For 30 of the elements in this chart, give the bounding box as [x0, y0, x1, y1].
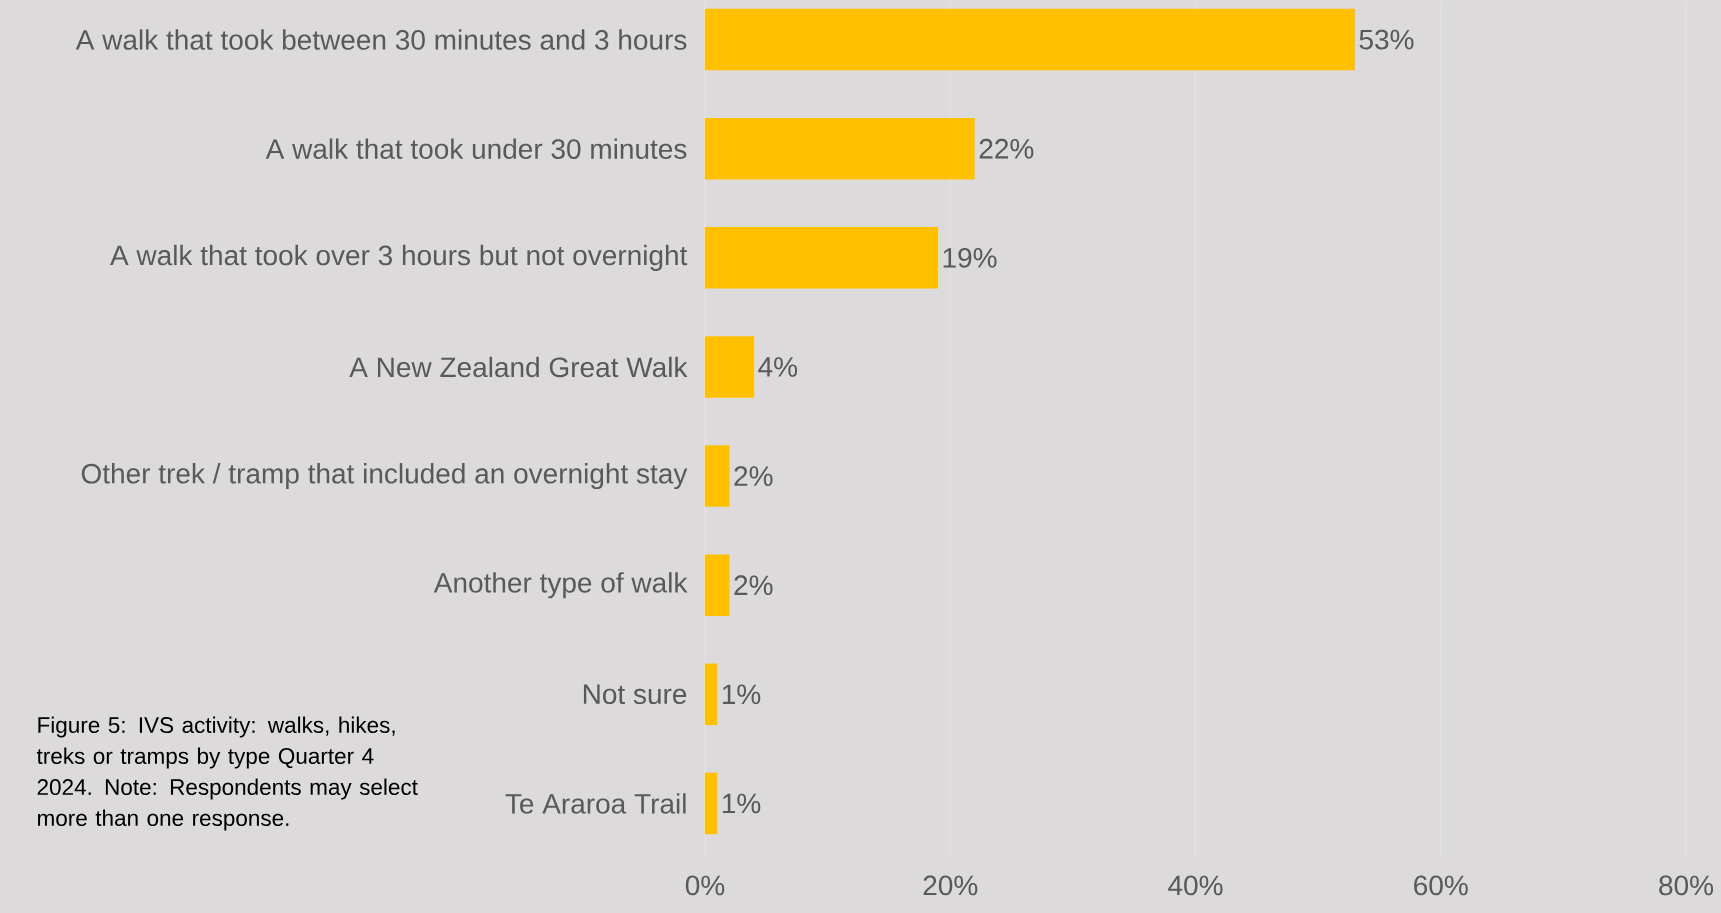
bar: [705, 8, 1355, 71]
y-tick-label: A New Zealand Great Walk: [349, 356, 688, 378]
bar: [705, 445, 730, 507]
caption: Figure 5: IVS activity: walks, hikes, treks or tramps by type Quarter 4 2024. Note: Respondents may select more than one response.: [36, 716, 418, 831]
x-tick-label: 20%: [923, 875, 978, 896]
x-tick-label: 0%: [685, 875, 725, 896]
x-tick-label: 40%: [1168, 875, 1223, 896]
x-tick-label: 80%: [1659, 875, 1714, 896]
bar: [705, 772, 718, 835]
data-label: 4%: [758, 357, 798, 377]
y-tick-label: Not sure: [583, 684, 687, 705]
y-tick-label: A walk that took between 30 minutes and 3 hours: [75, 29, 687, 50]
bar: [705, 227, 938, 289]
y-tick-label: Other trek / tramp that included an overnight stay: [81, 463, 688, 490]
x-tick-label: 60%: [1414, 875, 1468, 896]
y-tick-label: Te Araroa Trail: [505, 793, 686, 814]
data-label: 2%: [734, 575, 773, 596]
bar: [705, 554, 730, 616]
data-label: 1%: [722, 684, 761, 705]
y-tick-label: A walk that took over 3 hours but not overnight: [110, 244, 688, 271]
data-label: 22%: [979, 138, 1034, 159]
data-label: 1%: [722, 793, 761, 814]
y-tick-label: Another type of walk: [433, 572, 688, 599]
data-label: 19%: [943, 247, 997, 268]
y-tick-label: A walk that took under 30 minutes: [265, 138, 687, 159]
bar: [705, 336, 755, 398]
data-label: 2%: [734, 466, 773, 486]
bar: [705, 663, 718, 726]
data-label: 53%: [1359, 29, 1414, 50]
bar: [705, 117, 975, 180]
